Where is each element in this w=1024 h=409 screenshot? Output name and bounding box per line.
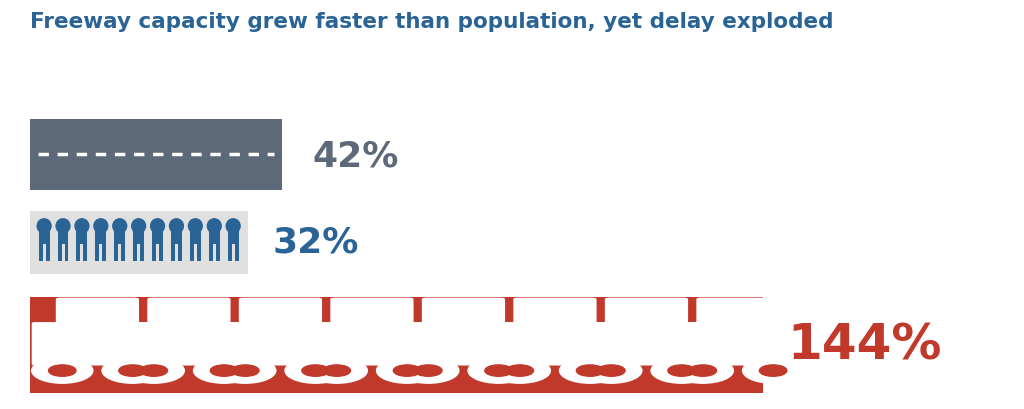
FancyBboxPatch shape <box>57 231 69 244</box>
FancyBboxPatch shape <box>65 244 69 261</box>
FancyBboxPatch shape <box>581 322 712 366</box>
FancyBboxPatch shape <box>55 298 139 326</box>
Circle shape <box>215 358 275 383</box>
FancyBboxPatch shape <box>32 322 163 366</box>
Ellipse shape <box>37 219 51 233</box>
Circle shape <box>484 365 512 376</box>
FancyBboxPatch shape <box>489 322 621 366</box>
FancyBboxPatch shape <box>306 322 437 366</box>
FancyBboxPatch shape <box>234 244 239 261</box>
FancyBboxPatch shape <box>115 231 125 244</box>
FancyBboxPatch shape <box>513 298 597 326</box>
Text: 32%: 32% <box>272 225 358 259</box>
Circle shape <box>468 358 529 383</box>
FancyBboxPatch shape <box>133 244 137 261</box>
Circle shape <box>102 358 163 383</box>
Circle shape <box>651 358 712 383</box>
Circle shape <box>123 358 184 383</box>
Circle shape <box>673 358 733 383</box>
FancyBboxPatch shape <box>239 298 322 326</box>
Circle shape <box>210 365 238 376</box>
Circle shape <box>760 365 786 376</box>
Circle shape <box>285 358 346 383</box>
FancyBboxPatch shape <box>189 244 194 261</box>
Circle shape <box>32 358 93 383</box>
Circle shape <box>393 365 421 376</box>
Circle shape <box>48 365 76 376</box>
FancyBboxPatch shape <box>83 244 87 261</box>
FancyBboxPatch shape <box>115 244 118 261</box>
Ellipse shape <box>207 219 221 233</box>
FancyBboxPatch shape <box>216 244 220 261</box>
Ellipse shape <box>226 219 240 233</box>
Ellipse shape <box>170 219 183 233</box>
FancyBboxPatch shape <box>178 244 182 261</box>
FancyBboxPatch shape <box>209 231 220 244</box>
FancyBboxPatch shape <box>209 244 213 261</box>
FancyBboxPatch shape <box>30 211 248 274</box>
FancyBboxPatch shape <box>153 231 163 244</box>
Circle shape <box>506 365 534 376</box>
FancyBboxPatch shape <box>39 231 49 244</box>
FancyBboxPatch shape <box>171 244 175 261</box>
FancyBboxPatch shape <box>46 244 49 261</box>
FancyBboxPatch shape <box>197 244 201 261</box>
FancyBboxPatch shape <box>121 244 125 261</box>
Ellipse shape <box>75 219 89 233</box>
FancyBboxPatch shape <box>30 297 763 393</box>
Circle shape <box>302 365 330 376</box>
FancyBboxPatch shape <box>215 322 346 366</box>
Ellipse shape <box>94 219 108 233</box>
FancyBboxPatch shape <box>95 244 99 261</box>
Circle shape <box>140 365 168 376</box>
Ellipse shape <box>151 219 165 233</box>
Circle shape <box>577 365 604 376</box>
FancyBboxPatch shape <box>30 119 283 190</box>
Circle shape <box>489 358 550 383</box>
Circle shape <box>668 365 695 376</box>
FancyBboxPatch shape <box>77 244 81 261</box>
FancyBboxPatch shape <box>159 244 163 261</box>
FancyBboxPatch shape <box>153 244 156 261</box>
FancyBboxPatch shape <box>227 244 231 261</box>
FancyBboxPatch shape <box>672 322 804 366</box>
FancyBboxPatch shape <box>133 231 144 244</box>
Circle shape <box>323 365 350 376</box>
FancyBboxPatch shape <box>102 244 106 261</box>
FancyBboxPatch shape <box>331 298 414 326</box>
Circle shape <box>689 365 717 376</box>
FancyBboxPatch shape <box>123 322 255 366</box>
Circle shape <box>559 358 621 383</box>
Ellipse shape <box>113 219 127 233</box>
Text: Freeway capacity grew faster than population, yet delay exploded: Freeway capacity grew faster than popula… <box>30 12 834 32</box>
FancyBboxPatch shape <box>77 231 87 244</box>
FancyBboxPatch shape <box>147 298 230 326</box>
Circle shape <box>397 358 459 383</box>
Circle shape <box>119 365 146 376</box>
FancyBboxPatch shape <box>39 244 43 261</box>
Circle shape <box>415 365 442 376</box>
Circle shape <box>231 365 259 376</box>
FancyBboxPatch shape <box>397 322 529 366</box>
Circle shape <box>742 358 804 383</box>
Ellipse shape <box>188 219 203 233</box>
Text: 144%: 144% <box>787 321 942 370</box>
Circle shape <box>194 358 255 383</box>
Circle shape <box>377 358 437 383</box>
FancyBboxPatch shape <box>422 298 505 326</box>
Circle shape <box>581 358 642 383</box>
FancyBboxPatch shape <box>696 298 779 326</box>
FancyBboxPatch shape <box>227 231 239 244</box>
FancyBboxPatch shape <box>171 231 182 244</box>
Circle shape <box>598 365 625 376</box>
Text: 42%: 42% <box>312 139 398 173</box>
FancyBboxPatch shape <box>57 244 61 261</box>
FancyBboxPatch shape <box>140 244 144 261</box>
FancyBboxPatch shape <box>189 231 201 244</box>
FancyBboxPatch shape <box>95 231 106 244</box>
Ellipse shape <box>132 219 145 233</box>
Ellipse shape <box>56 219 70 233</box>
FancyBboxPatch shape <box>605 298 688 326</box>
Circle shape <box>306 358 368 383</box>
